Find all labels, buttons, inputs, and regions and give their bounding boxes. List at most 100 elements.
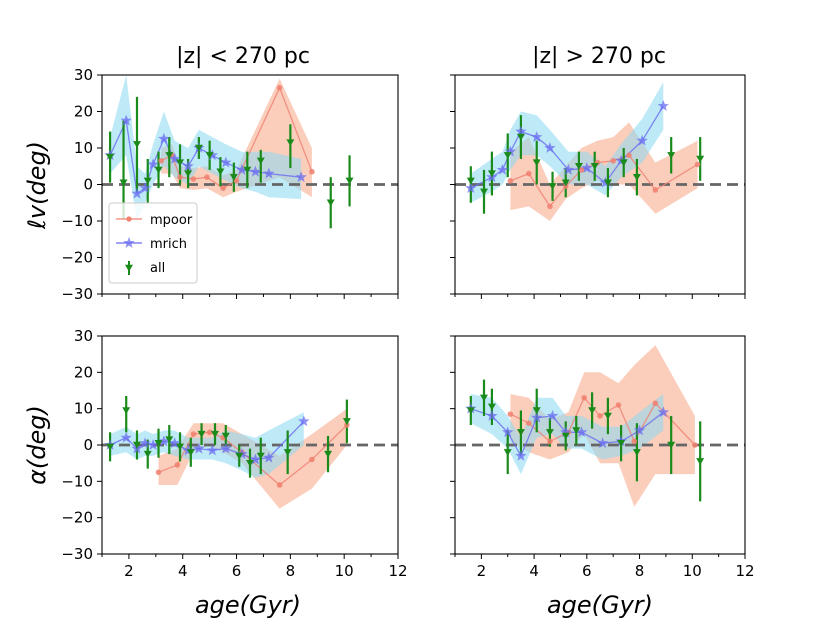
- bottom-right-xtick-label: 10: [683, 562, 702, 580]
- top-right-point-mpoor: [694, 161, 701, 168]
- legend-label-mpoor: mpoor: [150, 213, 193, 228]
- bottom-right-point-mrich: [502, 426, 514, 438]
- bottom-left-ytick-label: 20: [74, 363, 93, 381]
- bottom-right-point-mrich: [515, 449, 527, 461]
- bottom-right-point-mpoor: [615, 402, 622, 408]
- top-right-point-all: [696, 155, 705, 163]
- top-left-ytick-label: −30: [61, 285, 93, 303]
- bottom-left-point-all: [132, 441, 141, 449]
- top-right-point-all: [503, 152, 512, 159]
- top-right-point-mrich: [544, 142, 556, 153]
- top-left-ytick-label: 30: [74, 66, 93, 84]
- top-left-point-mpoor: [190, 176, 197, 182]
- bottom-right-point-mpoor: [526, 420, 532, 427]
- top-right-point-mpoor: [547, 203, 553, 210]
- bottom-left-point-all: [235, 452, 244, 460]
- top-left-point-all: [345, 177, 354, 185]
- top-right-point-mrich: [531, 131, 543, 142]
- top-right-point-mpoor: [526, 170, 532, 177]
- bottom-right-point-all: [561, 432, 570, 440]
- top-right-point-mpoor: [652, 187, 659, 193]
- bottom-left-point-mpoor: [190, 431, 197, 437]
- top-left-point-mrich: [249, 165, 262, 177]
- ylabel-top: ℓv(deg): [23, 141, 51, 230]
- top-left-point-mrich: [206, 149, 218, 161]
- bottom-left-point-mrich: [120, 431, 132, 443]
- bottom-right-band-mpoor: [510, 345, 695, 507]
- bottom-right-point-all: [545, 429, 554, 436]
- series-markers: [104, 84, 705, 488]
- bottom-right-point-mpoor: [547, 438, 553, 445]
- top-left-point-all: [154, 166, 163, 174]
- bottom-left-point-mpoor: [206, 429, 213, 436]
- top-left-point-all: [326, 199, 335, 207]
- legend-marker-mpoor: [126, 216, 132, 222]
- legend-label-mrich: mrich: [150, 237, 187, 252]
- top-right-point-mrich: [562, 163, 575, 175]
- bottom-left-point-mrich: [220, 442, 232, 454]
- bottom-left-ytick-label: 30: [74, 327, 93, 345]
- top-left-point-mrich: [295, 171, 307, 183]
- bottom-left-point-all: [106, 443, 115, 451]
- bottom-left-point-mrich: [158, 435, 170, 447]
- top-left-point-mrich: [168, 152, 181, 164]
- top-right-point-all: [603, 179, 612, 187]
- top-right-point-all: [548, 183, 557, 190]
- bottom-right-xtick-label: 4: [529, 562, 539, 580]
- top-left-point-mrich: [158, 132, 170, 144]
- top-right-point-all: [487, 170, 496, 178]
- bottom-right-point-all: [572, 427, 581, 435]
- bottom-right-xtick-label: 12: [735, 562, 754, 580]
- bottom-left-point-mrich: [249, 453, 262, 465]
- top-right-point-mrich: [496, 163, 509, 175]
- bottom-left-point-all: [143, 450, 152, 458]
- top-left-point-mpoor: [158, 157, 164, 164]
- bottom-left-point-all: [283, 449, 292, 456]
- bottom-right-point-all: [503, 449, 512, 456]
- bottom-left-point-mrich: [168, 437, 181, 448]
- top-left-point-mpoor: [204, 174, 210, 180]
- bottom-right-point-mrich: [575, 426, 588, 438]
- bottom-left-ytick-label: 10: [74, 400, 93, 418]
- top-right-point-all: [619, 159, 628, 167]
- bottom-right-point-all: [667, 441, 676, 449]
- top-left-point-all: [132, 141, 141, 148]
- legend-entry-mpoor: mpoor: [116, 213, 193, 228]
- top-left-point-all: [119, 179, 128, 187]
- bottom-right-point-mrich: [560, 426, 572, 438]
- bottom-left-point-mrich: [206, 444, 218, 456]
- top-right-point-all: [574, 163, 583, 170]
- top-left-ytick-label: −10: [61, 212, 93, 230]
- top-right-point-mpoor: [507, 178, 514, 184]
- axes: −30 −20 −10 0 10 20 30 2 4 6 8 10 12 −30 −20 −10 0 10 20 30…: [61, 66, 754, 580]
- bottom-left-point-all: [221, 432, 230, 440]
- bottom-left-xtick-label: 6: [232, 562, 242, 580]
- legend-entry-mrich: mrich: [116, 237, 187, 252]
- top-left-point-all: [194, 144, 203, 152]
- top-right-point-all: [667, 152, 676, 159]
- bottom-left-ytick-label: 0: [83, 436, 93, 454]
- bottom-left-point-mrich: [193, 442, 205, 454]
- bottom-right-point-all: [480, 394, 488, 402]
- top-left-point-mrich: [131, 187, 143, 199]
- bottom-right-point-all: [487, 403, 496, 411]
- top-left-point-mrich: [120, 114, 132, 126]
- bottom-right-point-mrich: [546, 409, 559, 421]
- bottom-right-point-all: [532, 407, 541, 415]
- bottom-left-point-all: [324, 450, 333, 458]
- legend-marker-mrich: [123, 237, 135, 248]
- bottom-right-point-all: [603, 412, 612, 420]
- top-left-ytick-label: 0: [83, 176, 93, 194]
- bottom-right-point-mpoor: [597, 413, 603, 419]
- top-left-point-mrich: [263, 167, 275, 179]
- top-right-point-mpoor: [626, 152, 632, 159]
- top-right-point-mrich: [636, 134, 648, 146]
- panel-title-right: |z| > 270 pc: [532, 44, 666, 69]
- bottom-left-point-mrich: [139, 437, 151, 448]
- top-left-point-all: [243, 166, 252, 174]
- bottom-right-point-mrich: [531, 411, 543, 423]
- bottom-right-point-all: [466, 407, 475, 415]
- bottom-right-point-all: [516, 429, 525, 436]
- xlabel-left: age(Gyr): [195, 591, 301, 619]
- top-right-point-mrich: [465, 182, 477, 193]
